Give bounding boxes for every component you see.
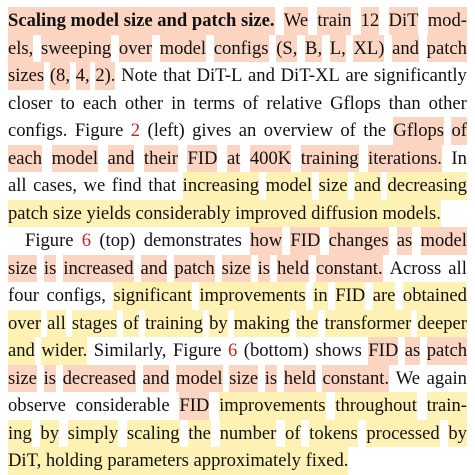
paragraph-2-line-4: over all stages of training by making the transf… <box>8 309 467 337</box>
paragraph-2-line-7: observe considerable FID improvements throug… <box>8 392 467 420</box>
paragraph-1-line-1: Scaling model size and patch size. We trai… <box>8 7 467 35</box>
paragraph-1-line-3: sizes (8, 4, 2). Note that DiT-L and DiT-XL are si… <box>8 62 467 90</box>
paragraph-1-line-6: each model and their FID at 400K training iterat… <box>8 144 467 172</box>
p1-w1-highlight: We <box>283 7 309 35</box>
paragraph-1-line-8: patch size yields considerably improved … <box>8 199 467 227</box>
paragraph-2-line-6: size is decreased and model size is held constan… <box>8 364 467 392</box>
paragraph-1-line-2: els, sweeping over model configs (S, B, L, XL) an… <box>8 34 467 62</box>
paragraph-1-line-5: configs. Figure 2 (left) gives an overview of th… <box>8 117 467 145</box>
paragraph-1-line-7: all cases, we find that increasing model size an… <box>8 172 467 200</box>
paragraph-2-line-3: four configs, significant improvements in FID… <box>8 282 467 310</box>
paragraph-2-line-5: and wider. Similarly, Figure 6 (bottom) shows F… <box>8 337 467 365</box>
paragraph-2-line-2: size is increased and patch size is held constan… <box>8 254 467 282</box>
paragraph-2-line-9: DiT, holding parameters approximately fi… <box>8 447 467 475</box>
paper-text-block: Scaling model size and patch size. We trai… <box>8 7 467 475</box>
figure-2-reference[interactable]: 2 <box>130 120 141 141</box>
paragraph-1-line-4: closer to each other in terms of relative Gflops… <box>8 92 467 114</box>
paragraph-2-line-1: Figure 6 (top) demonstrates how FID changes as m… <box>8 227 467 255</box>
figure-6-reference-top[interactable]: 6 <box>81 230 92 251</box>
paragraph-2-line-8: ing by simply scaling the number of tokens proce… <box>8 419 467 447</box>
section-heading: Scaling model size and patch size. <box>8 7 275 35</box>
figure-6-reference-bottom[interactable]: 6 <box>227 340 238 361</box>
